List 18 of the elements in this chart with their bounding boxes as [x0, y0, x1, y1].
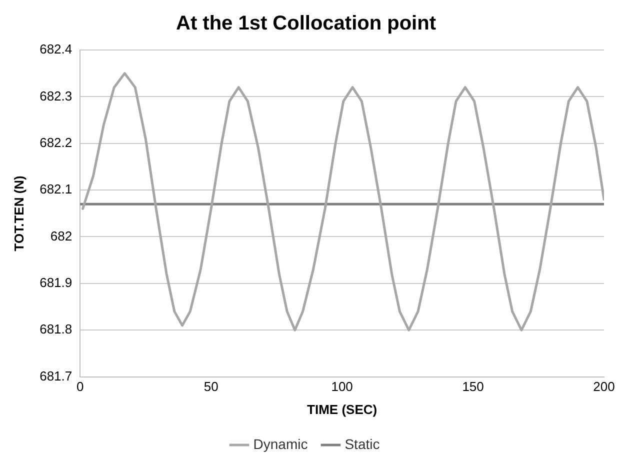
- y-tick-label: 682: [50, 228, 72, 244]
- x-tick-label: 0: [76, 379, 84, 394]
- x-axis-title: TIME (SEC): [307, 402, 378, 417]
- x-tick-label: 150: [462, 379, 484, 394]
- chart-title: At the 1st Collocation point: [176, 12, 436, 35]
- y-tick-label: 681.8: [40, 322, 72, 337]
- y-tick-label: 682.3: [40, 88, 72, 104]
- x-tick-label: 50: [204, 379, 218, 394]
- legend-label: Static: [344, 436, 380, 452]
- y-axis-title: TOT.TEN (N): [11, 176, 26, 252]
- x-tick-label: 200: [593, 379, 615, 394]
- legend-label: Dynamic: [253, 436, 308, 452]
- y-tick-label: 682.2: [40, 134, 72, 150]
- y-tick-label: 681.7: [40, 368, 72, 384]
- y-tick-label: 682.4: [40, 42, 72, 57]
- x-tick-label: 100: [331, 379, 353, 394]
- y-tick-label: 681.9: [40, 275, 72, 290]
- y-tick-label: 682.1: [40, 182, 72, 197]
